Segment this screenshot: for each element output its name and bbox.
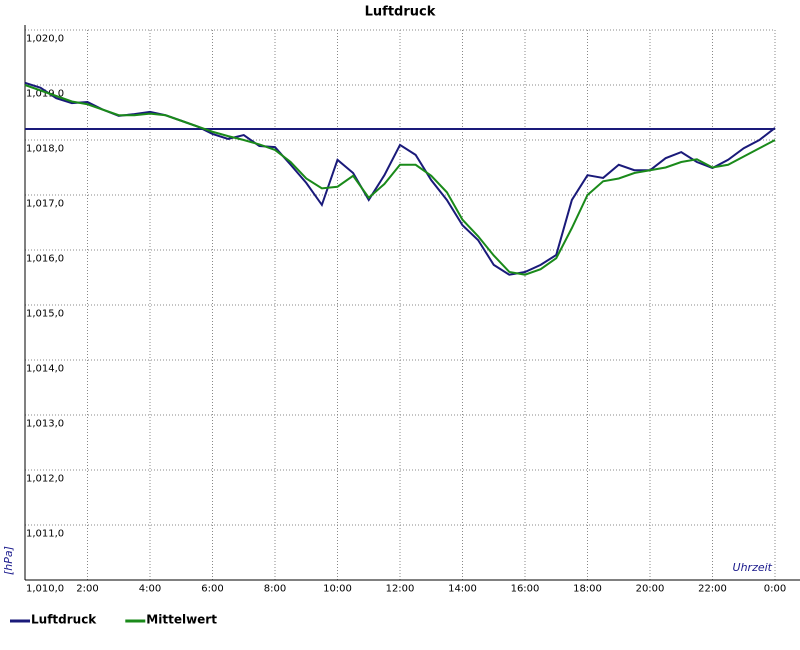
x-tick-label: 14:00 bbox=[448, 583, 477, 594]
x-tick-label: 2:00 bbox=[76, 583, 98, 594]
y-tick-label: 1,014,0 bbox=[26, 363, 64, 374]
y-tick-label: 1,018,0 bbox=[26, 143, 64, 154]
y-tick-label: 1,011,0 bbox=[26, 528, 64, 539]
legend-label: Luftdruck bbox=[31, 613, 97, 627]
x-tick-label: 8:00 bbox=[264, 583, 286, 594]
y-tick-label: 1,020,0 bbox=[26, 33, 64, 44]
x-tick-label: 12:00 bbox=[386, 583, 415, 594]
y-axis-label: [hPa] bbox=[2, 546, 15, 575]
x-tick-label: 10:00 bbox=[323, 583, 352, 594]
y-tick-label: 1,010,0 bbox=[26, 583, 64, 594]
y-tick-label: 1,019,0 bbox=[26, 88, 64, 99]
x-tick-label: 20:00 bbox=[636, 583, 665, 594]
legend-label: Mittelwert bbox=[146, 613, 217, 627]
x-tick-label: 22:00 bbox=[698, 583, 727, 594]
y-tick-label: 1,017,0 bbox=[26, 198, 64, 209]
x-tick-label: 18:00 bbox=[573, 583, 602, 594]
y-tick-label: 1,015,0 bbox=[26, 308, 64, 319]
x-axis-label: Uhrzeit bbox=[733, 561, 773, 574]
data-line bbox=[24, 84, 776, 276]
x-tick-label: 16:00 bbox=[511, 583, 540, 594]
y-tick-label: 1,012,0 bbox=[26, 473, 64, 484]
x-tick-label: 0:00 bbox=[764, 583, 786, 594]
chart-title: Luftdruck bbox=[365, 5, 436, 20]
x-tick-label: 4:00 bbox=[139, 583, 161, 594]
y-tick-label: 1,013,0 bbox=[26, 418, 64, 429]
x-tick-label: 6:00 bbox=[201, 583, 223, 594]
y-tick-label: 1,016,0 bbox=[26, 253, 64, 264]
